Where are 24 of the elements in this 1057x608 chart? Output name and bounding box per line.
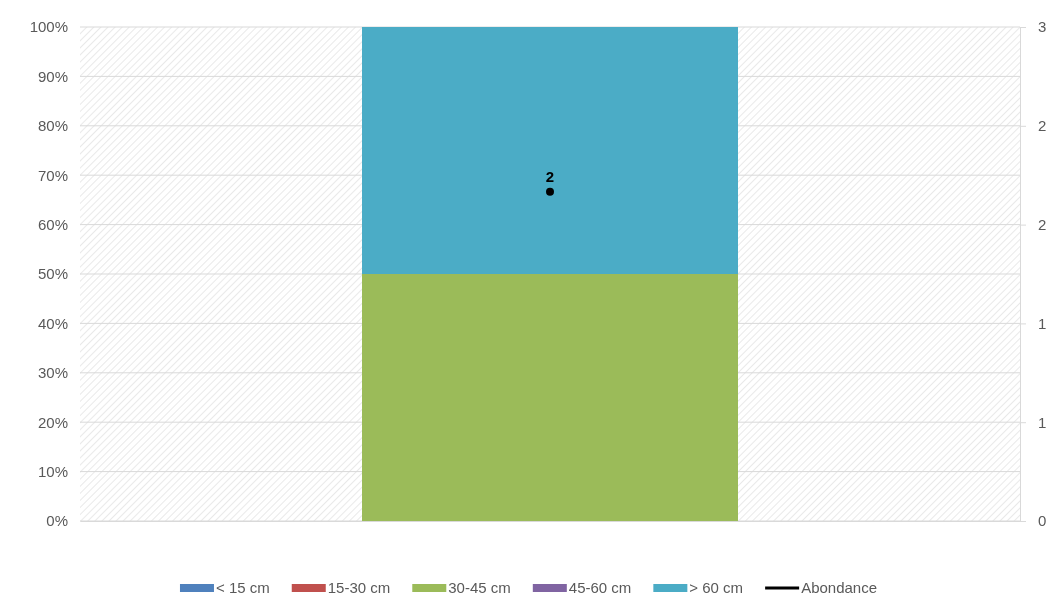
data-label: 2 (545, 167, 555, 185)
legend-label: Abondance (801, 579, 878, 596)
y2-tick-label: 3 (1038, 18, 1047, 36)
legend-label: > 60 cm (689, 579, 744, 596)
y2-tick-label: 1 (1038, 413, 1047, 431)
y-tick-label: 100% (29, 18, 68, 36)
y2-tick-label: 2 (1038, 215, 1047, 233)
y2-tick-label: 0 (1038, 512, 1047, 530)
y-tick-label: 30% (37, 364, 68, 382)
y-tick-label: 80% (37, 117, 68, 135)
y-tick-label: 50% (37, 265, 68, 283)
y-tick-label: 90% (37, 67, 68, 85)
y-tick-label: 0% (46, 512, 68, 530)
y-tick-label: 10% (37, 462, 68, 480)
y-tick-label: 70% (37, 166, 68, 184)
y2-tick-label: 1 (1038, 314, 1047, 332)
legend-label: 15-30 cm (327, 579, 391, 596)
legend-label: 30-45 cm (448, 579, 511, 596)
y2-tick-label: 2 (1038, 117, 1047, 135)
y-tick-label: 40% (37, 314, 68, 332)
y-tick-label: 60% (37, 215, 68, 233)
y-tick-label: 20% (37, 413, 68, 431)
legend-label: 45-60 cm (568, 579, 632, 596)
legend-label: < 15 cm (215, 579, 270, 596)
